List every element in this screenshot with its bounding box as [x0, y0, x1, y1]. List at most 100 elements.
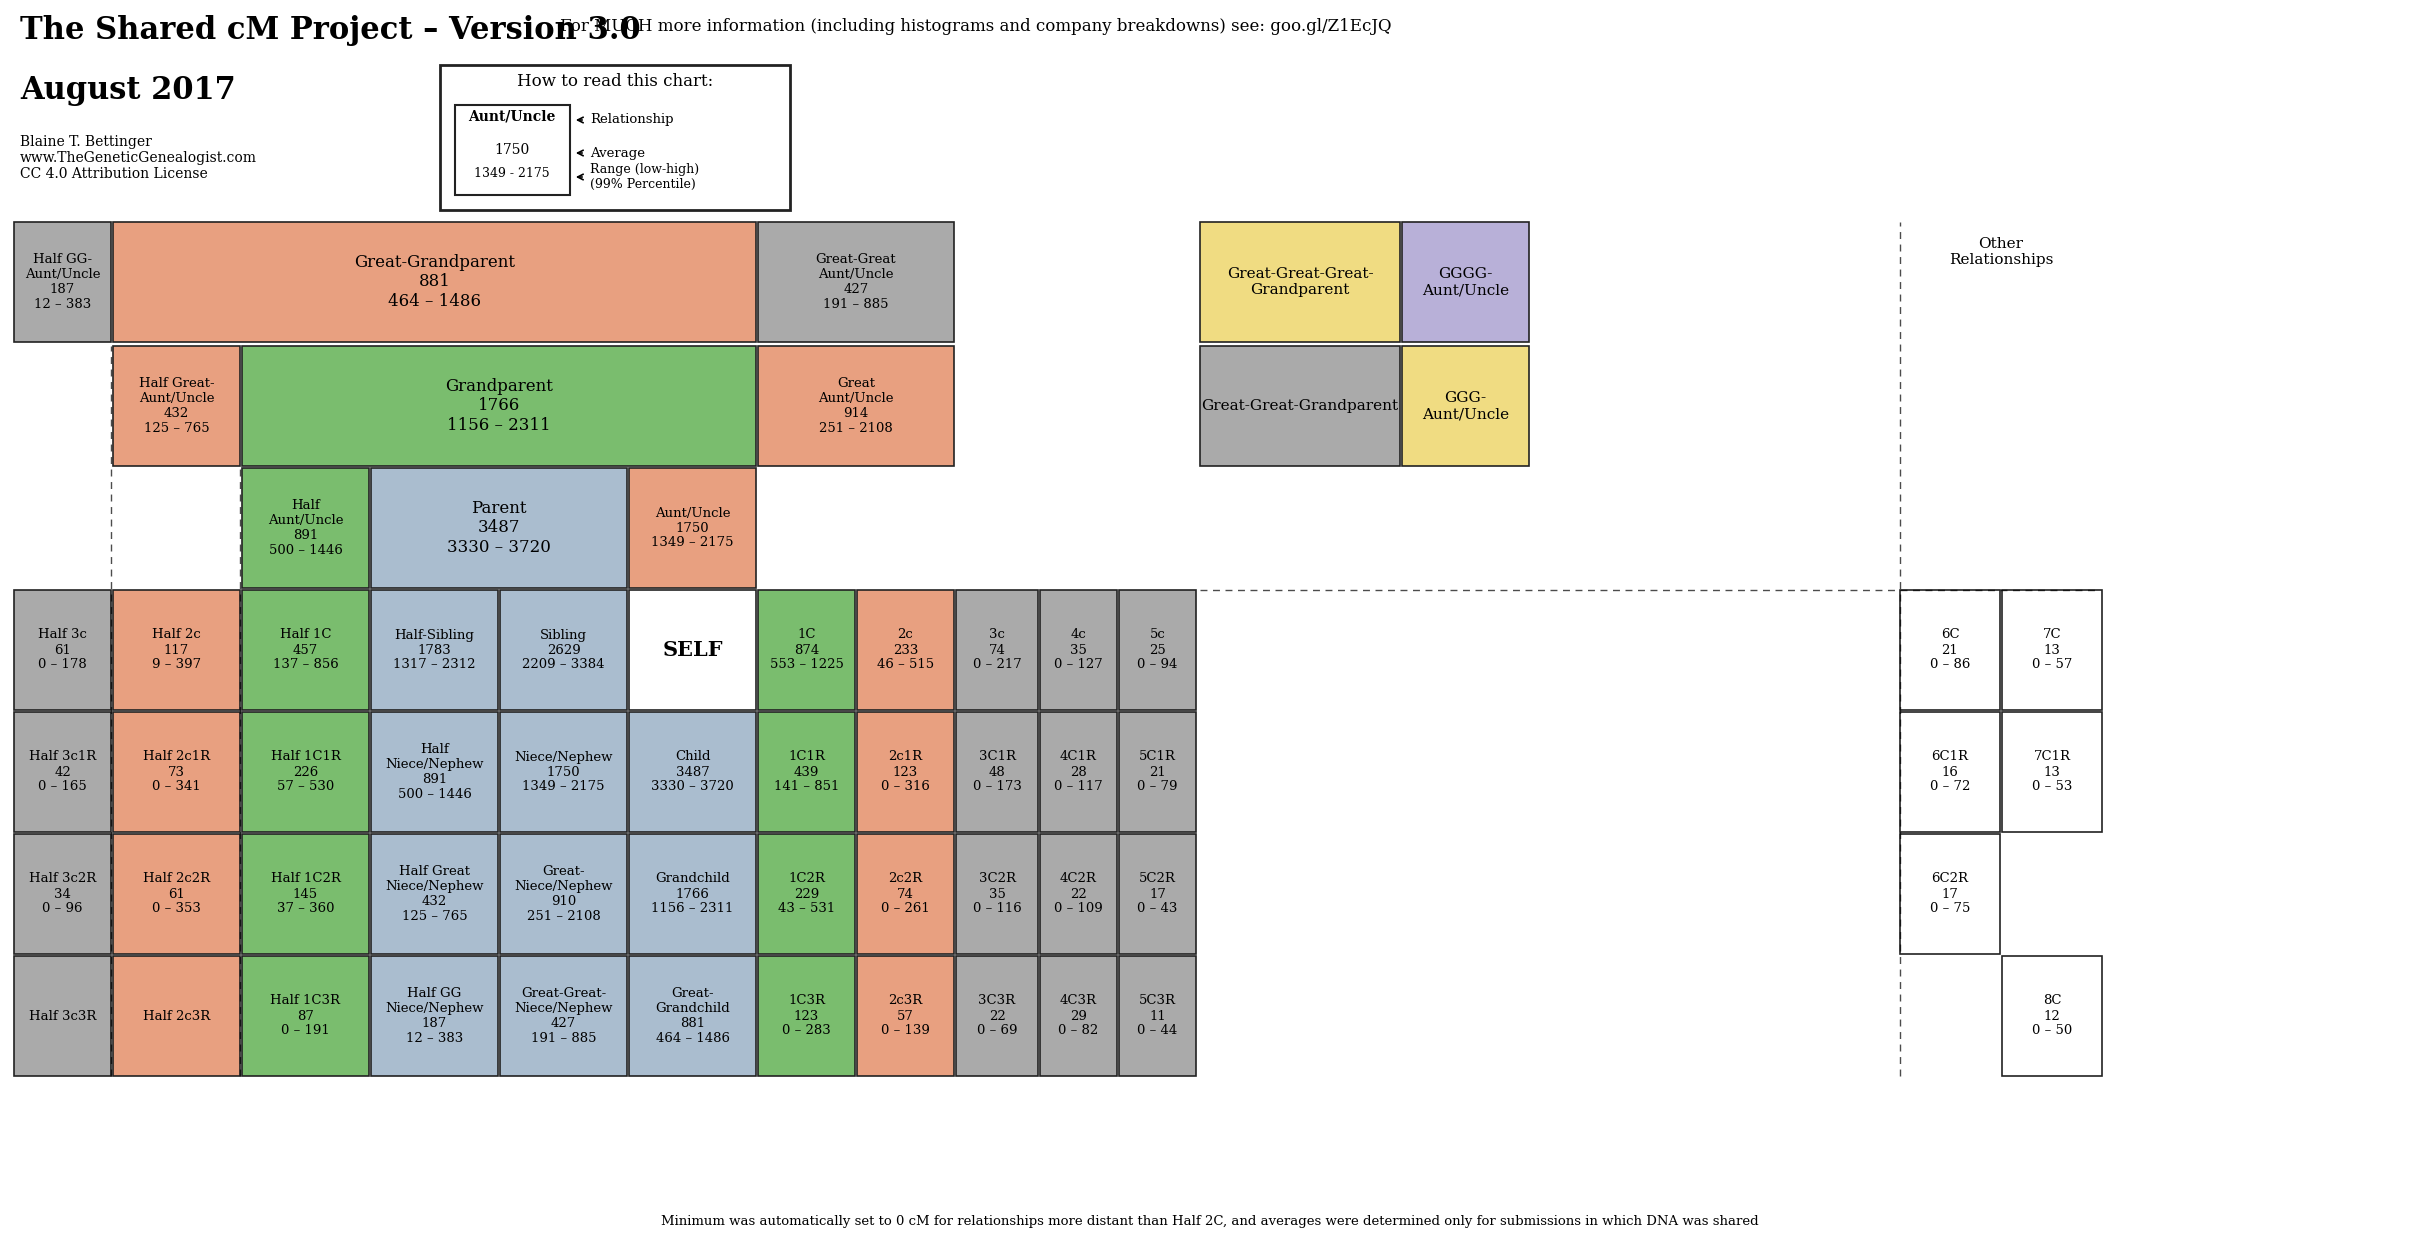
Bar: [757, 590, 854, 710]
Bar: [857, 712, 953, 832]
Text: 6C2R
17
0 – 75: 6C2R 17 0 – 75: [1929, 872, 1970, 916]
Bar: [114, 221, 755, 342]
Text: Great-Great-Great-
Grandparent: Great-Great-Great- Grandparent: [1227, 267, 1372, 297]
Bar: [757, 955, 854, 1076]
Text: Half GG-
Aunt/Uncle
187
12 – 383: Half GG- Aunt/Uncle 187 12 – 383: [24, 253, 99, 311]
Bar: [2001, 712, 2103, 832]
Text: Half 1C3R
87
0 – 191: Half 1C3R 87 0 – 191: [271, 994, 341, 1037]
Text: 4c
35
0 – 127: 4c 35 0 – 127: [1055, 628, 1104, 672]
Bar: [242, 712, 368, 832]
Text: Half GG
Niece/Nephew
187
12 – 383: Half GG Niece/Nephew 187 12 – 383: [385, 986, 484, 1045]
Bar: [757, 346, 953, 466]
Text: SELF: SELF: [663, 639, 724, 661]
Text: 4C1R
28
0 – 117: 4C1R 28 0 – 117: [1055, 750, 1104, 794]
Text: GGG-
Aunt/Uncle: GGG- Aunt/Uncle: [1423, 391, 1510, 422]
Bar: [15, 590, 111, 710]
Bar: [629, 590, 755, 710]
Text: Grandparent
1766
1156 – 2311: Grandparent 1766 1156 – 2311: [445, 378, 552, 434]
Text: Niece/Nephew
1750
1349 – 2175: Niece/Nephew 1750 1349 – 2175: [513, 750, 612, 794]
Bar: [370, 468, 627, 588]
Text: Relationship: Relationship: [590, 113, 673, 127]
Text: Half Great
Niece/Nephew
432
125 – 765: Half Great Niece/Nephew 432 125 – 765: [385, 865, 484, 923]
Text: 5C1R
21
0 – 79: 5C1R 21 0 – 79: [1137, 750, 1179, 794]
Bar: [114, 590, 240, 710]
Text: 4C2R
22
0 – 109: 4C2R 22 0 – 109: [1055, 872, 1104, 916]
Bar: [501, 833, 627, 954]
Bar: [501, 712, 627, 832]
Text: GGGG-
Aunt/Uncle: GGGG- Aunt/Uncle: [1423, 267, 1510, 297]
Bar: [1401, 346, 1529, 466]
Bar: [1118, 590, 1195, 710]
Text: Blaine T. Bettinger
www.TheGeneticGenealogist.com
CC 4.0 Attribution License: Blaine T. Bettinger www.TheGeneticGeneal…: [19, 136, 257, 182]
Text: Half 1C
457
137 – 856: Half 1C 457 137 – 856: [273, 628, 339, 672]
Text: Half-Sibling
1783
1317 – 2312: Half-Sibling 1783 1317 – 2312: [392, 628, 477, 672]
Bar: [1900, 590, 1999, 710]
Bar: [629, 833, 755, 954]
Text: 6C1R
16
0 – 72: 6C1R 16 0 – 72: [1929, 750, 1970, 794]
Bar: [114, 346, 240, 466]
Text: Half 3c
61
0 – 178: Half 3c 61 0 – 178: [39, 628, 87, 672]
Bar: [440, 65, 789, 210]
Text: Average: Average: [590, 147, 646, 159]
Bar: [501, 955, 627, 1076]
Bar: [15, 712, 111, 832]
Bar: [2001, 955, 2103, 1076]
Bar: [956, 955, 1038, 1076]
Bar: [1900, 833, 1999, 954]
Text: Great-
Niece/Nephew
910
251 – 2108: Great- Niece/Nephew 910 251 – 2108: [513, 865, 612, 923]
Text: Half
Aunt/Uncle
891
500 – 1446: Half Aunt/Uncle 891 500 – 1446: [269, 499, 344, 557]
Text: Child
3487
3330 – 3720: Child 3487 3330 – 3720: [651, 750, 733, 794]
Bar: [501, 590, 627, 710]
Text: 3C2R
35
0 – 116: 3C2R 35 0 – 116: [973, 872, 1021, 916]
Bar: [857, 833, 953, 954]
Text: Half 1C2R
145
37 – 360: Half 1C2R 145 37 – 360: [271, 872, 341, 916]
Text: 5C2R
17
0 – 43: 5C2R 17 0 – 43: [1137, 872, 1179, 916]
Bar: [370, 833, 499, 954]
Text: Great-Great-
Niece/Nephew
427
191 – 885: Great-Great- Niece/Nephew 427 191 – 885: [513, 986, 612, 1045]
Text: 2c2R
74
0 – 261: 2c2R 74 0 – 261: [881, 872, 929, 916]
Bar: [370, 590, 499, 710]
Text: August 2017: August 2017: [19, 75, 235, 106]
Bar: [1041, 833, 1118, 954]
Text: Half 2c
117
9 – 397: Half 2c 117 9 – 397: [152, 628, 201, 672]
Text: 3C1R
48
0 – 173: 3C1R 48 0 – 173: [973, 750, 1021, 794]
Text: Parent
3487
3330 – 3720: Parent 3487 3330 – 3720: [448, 500, 552, 556]
Bar: [455, 104, 571, 195]
Text: Sibling
2629
2209 – 3384: Sibling 2629 2209 – 3384: [523, 628, 605, 672]
Text: 1C
874
553 – 1225: 1C 874 553 – 1225: [770, 628, 845, 672]
Text: 4C3R
29
0 – 82: 4C3R 29 0 – 82: [1058, 994, 1099, 1037]
Text: Minimum was automatically set to 0 cM for relationships more distant than Half 2: Minimum was automatically set to 0 cM fo…: [661, 1215, 1759, 1228]
Bar: [1041, 590, 1118, 710]
Text: For MUCH more information (including histograms and company breakdowns) see: goo: For MUCH more information (including his…: [559, 17, 1392, 35]
Bar: [1041, 712, 1118, 832]
Bar: [1118, 712, 1195, 832]
Bar: [956, 712, 1038, 832]
Text: 1C3R
123
0 – 283: 1C3R 123 0 – 283: [782, 994, 830, 1037]
Text: 7C
13
0 – 57: 7C 13 0 – 57: [2033, 628, 2072, 672]
Text: 1349 - 2175: 1349 - 2175: [474, 167, 549, 180]
Text: 1C1R
439
141 – 851: 1C1R 439 141 – 851: [774, 750, 840, 794]
Text: 2c
233
46 – 515: 2c 233 46 – 515: [876, 628, 934, 672]
Bar: [114, 833, 240, 954]
Bar: [242, 833, 368, 954]
Text: Range (low-high)
(99% Percentile): Range (low-high) (99% Percentile): [590, 163, 699, 192]
Text: How to read this chart:: How to read this chart:: [518, 73, 714, 90]
Bar: [629, 712, 755, 832]
Bar: [242, 346, 755, 466]
Text: 5C3R
11
0 – 44: 5C3R 11 0 – 44: [1137, 994, 1179, 1037]
Text: Grandchild
1766
1156 – 2311: Grandchild 1766 1156 – 2311: [651, 872, 733, 916]
Text: 3C3R
22
0 – 69: 3C3R 22 0 – 69: [978, 994, 1016, 1037]
Text: Aunt/Uncle
1750
1349 – 2175: Aunt/Uncle 1750 1349 – 2175: [651, 506, 733, 550]
Bar: [114, 955, 240, 1076]
Bar: [629, 468, 755, 588]
Bar: [242, 590, 368, 710]
Bar: [15, 221, 111, 342]
Text: 1C2R
229
43 – 531: 1C2R 229 43 – 531: [777, 872, 835, 916]
Bar: [1118, 833, 1195, 954]
Text: Half 1C1R
226
57 – 530: Half 1C1R 226 57 – 530: [271, 750, 341, 794]
Bar: [242, 955, 368, 1076]
Text: Great-
Grandchild
881
464 – 1486: Great- Grandchild 881 464 – 1486: [656, 986, 731, 1045]
Bar: [629, 955, 755, 1076]
Bar: [956, 833, 1038, 954]
Bar: [857, 955, 953, 1076]
